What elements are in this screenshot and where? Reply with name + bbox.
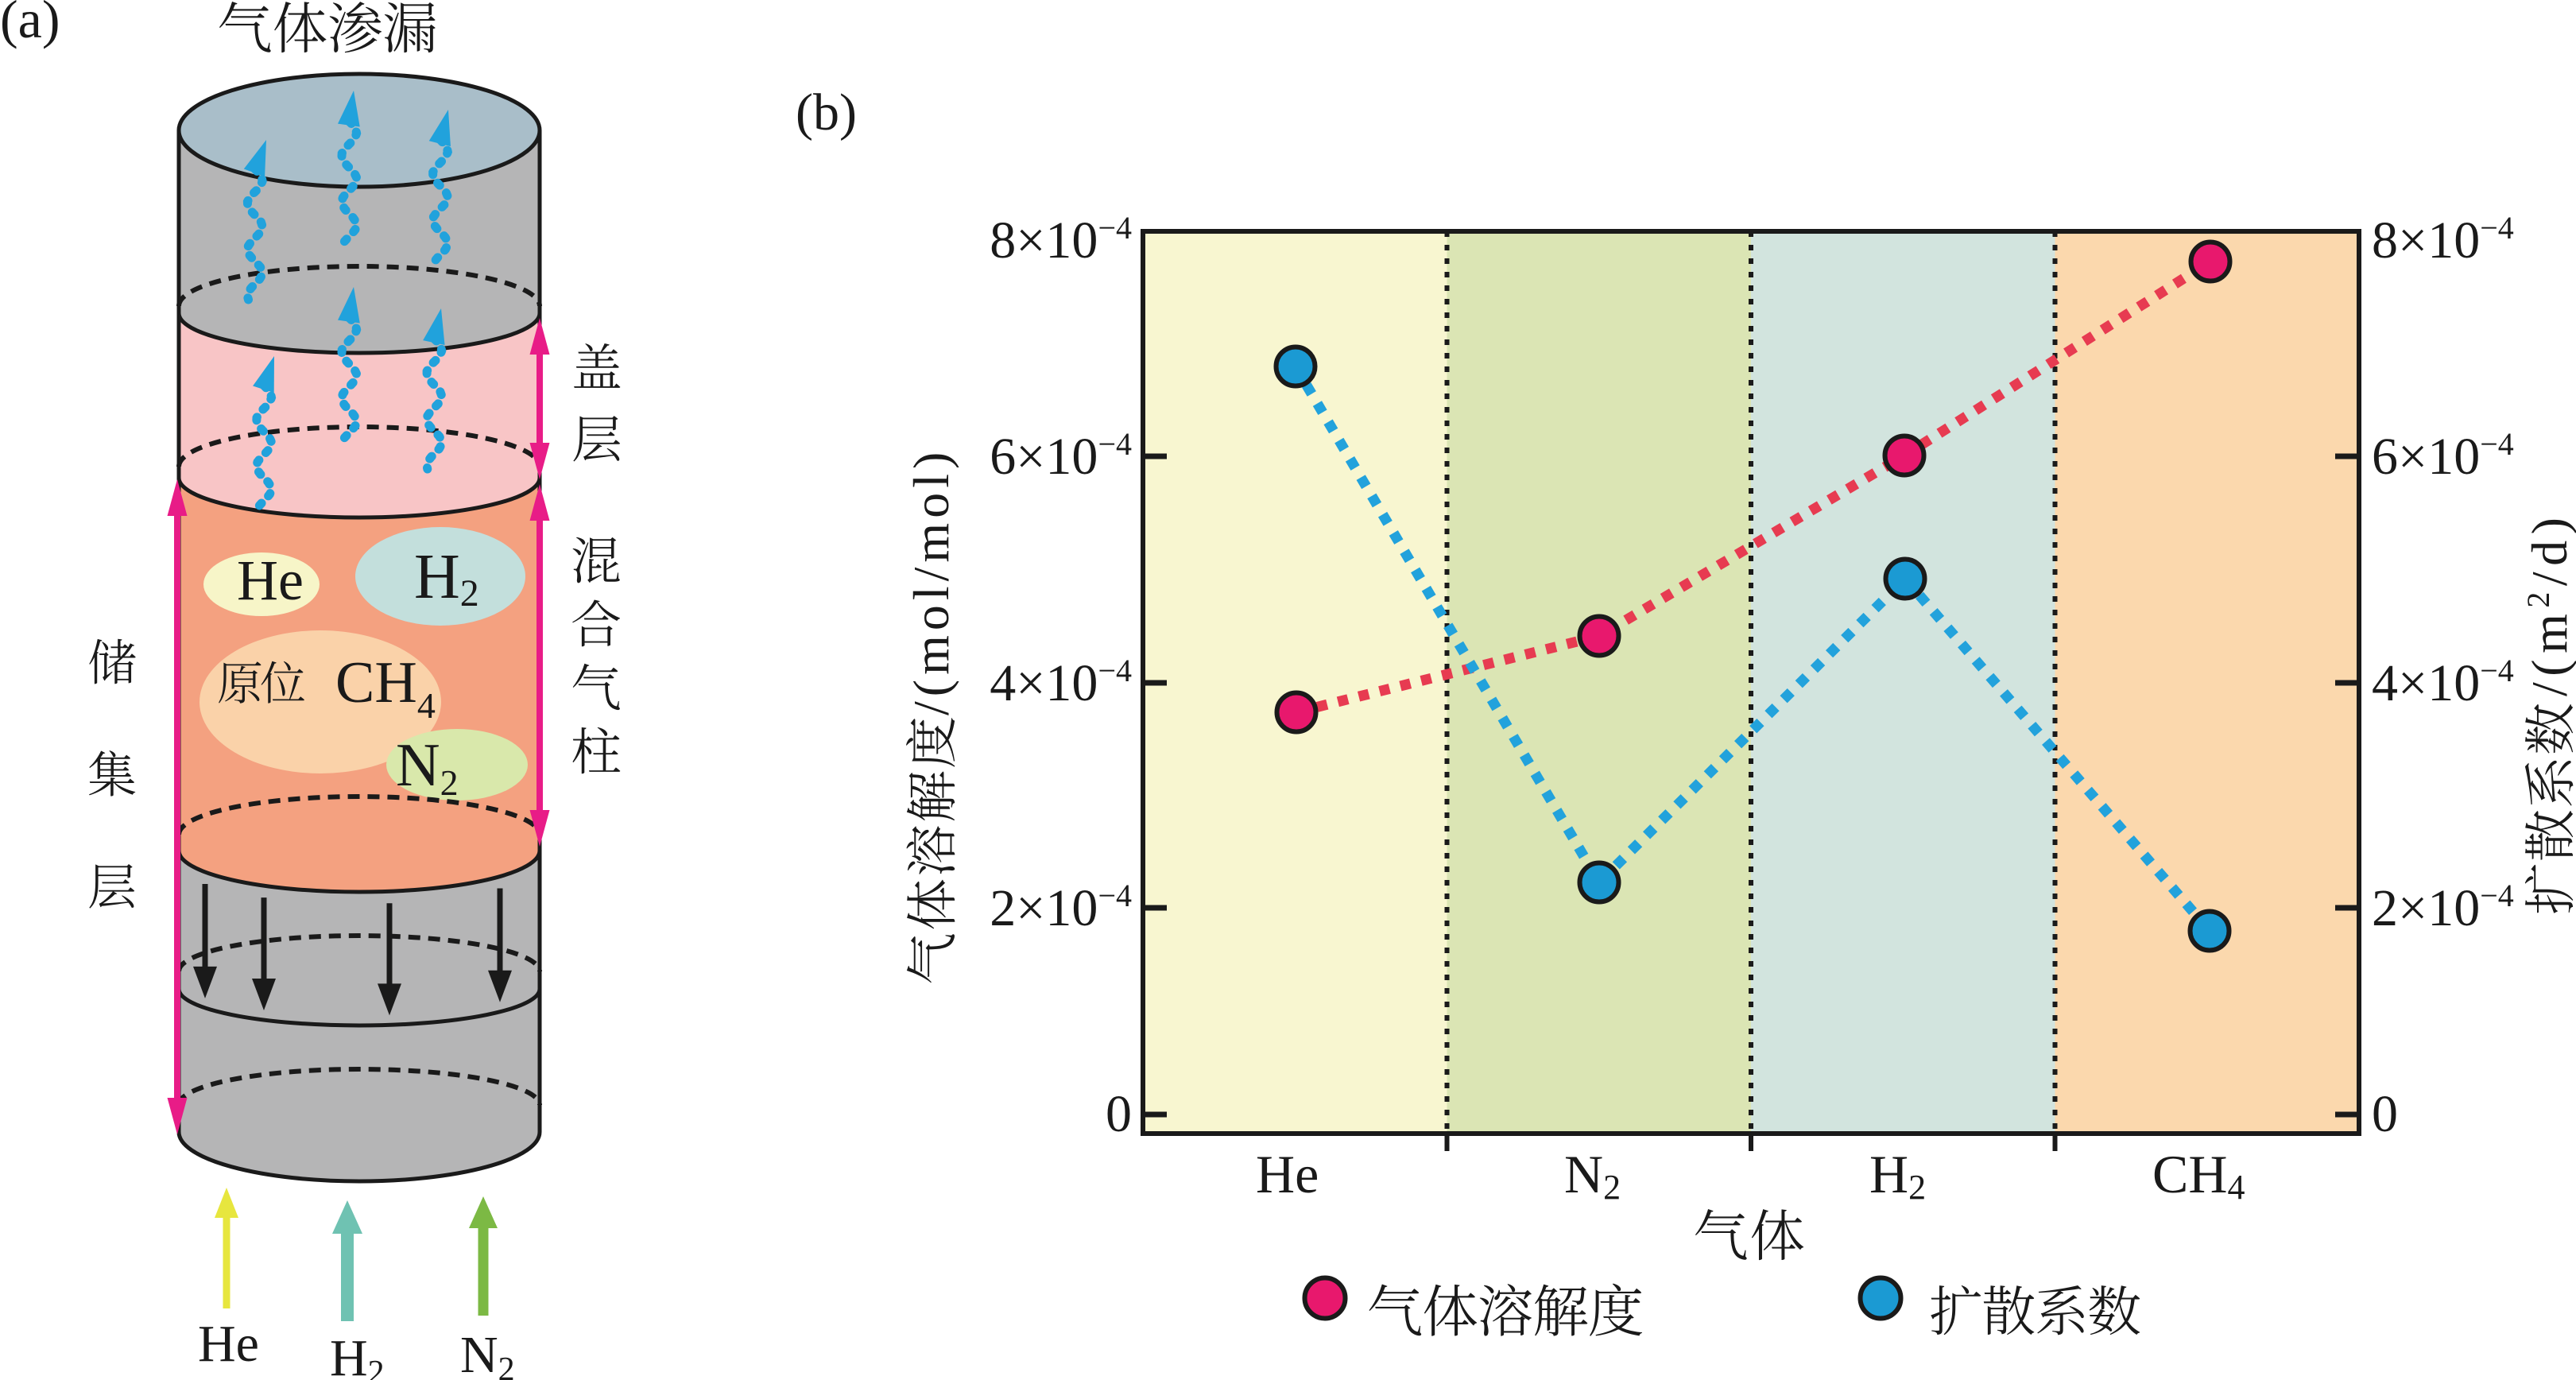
svg-text:He: He <box>237 549 304 612</box>
svg-text:(b): (b) <box>796 83 857 141</box>
svg-text:0: 0 <box>2372 1085 2398 1143</box>
svg-text:0: 0 <box>1106 1085 1132 1143</box>
svg-text:6×10−4: 6×10−4 <box>2372 426 2514 486</box>
svg-text:He: He <box>198 1315 259 1373</box>
svg-text:8×10−4: 8×10−4 <box>990 210 1132 269</box>
svg-text:(a): (a) <box>0 0 60 49</box>
svg-text:He: He <box>1256 1144 1319 1204</box>
svg-text:/(mol/mol): /(mol/mol) <box>903 448 959 715</box>
svg-text:8×10−4: 8×10−4 <box>2372 210 2514 269</box>
svg-text:N2: N2 <box>396 731 459 803</box>
